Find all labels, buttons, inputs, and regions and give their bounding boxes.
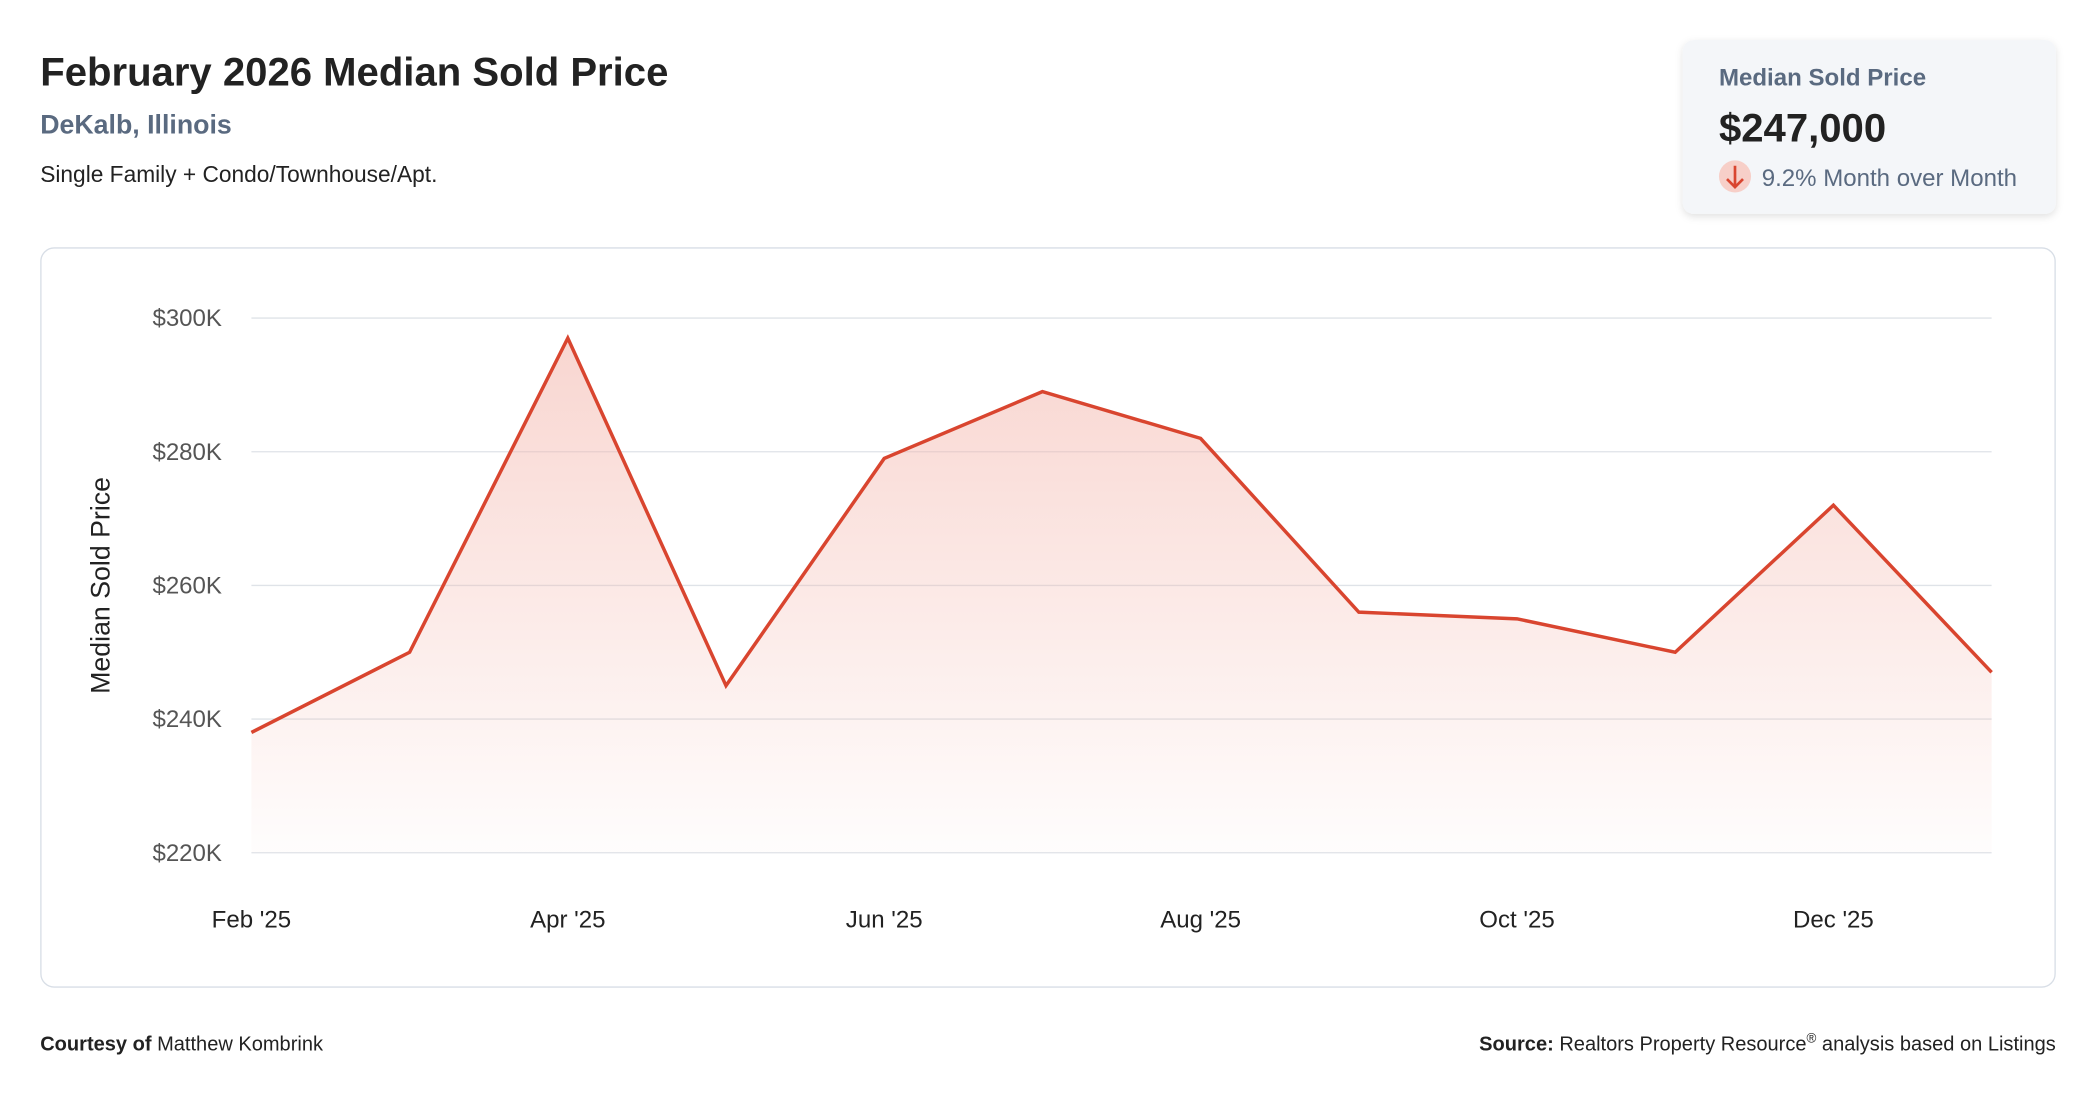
source-rest: analysis based on Listings (1822, 1034, 2056, 1056)
x-tick-label: Apr '25 (530, 907, 605, 934)
x-tick-label: Oct '25 (1479, 907, 1554, 934)
y-tick-label: $240K (152, 706, 222, 733)
courtesy: Courtesy of Matthew Kombrink (40, 1034, 324, 1056)
source-mark: ® (1807, 1031, 1817, 1046)
source-label: Source: (1479, 1034, 1554, 1056)
y-tick-label: $220K (152, 840, 222, 867)
property-types: Single Family + Condo/Townhouse/Apt. (40, 161, 437, 187)
card-change: 9.2% Month over Month (1762, 165, 2017, 192)
title: February 2026 Median Sold Price (40, 51, 668, 95)
card-value: $247,000 (1719, 107, 1886, 151)
x-tick-label: Aug '25 (1160, 907, 1241, 934)
source-name: Realtors Property Resource (1559, 1034, 1806, 1056)
courtesy-name: Matthew Kombrink (157, 1034, 324, 1056)
x-tick-label: Dec '25 (1793, 907, 1874, 934)
area (251, 338, 1992, 853)
down-arrow (1726, 165, 1744, 190)
source: Source: Realtors Property Resource® anal… (1479, 1026, 2056, 1056)
y-tick-label: $300K (152, 305, 222, 332)
x-tick-label: Feb '25 (212, 907, 291, 934)
location: DeKalb, Illinois (40, 110, 232, 140)
y-axis-label: Median Sold Price (86, 477, 116, 694)
card-label: Median Sold Price (1719, 65, 1926, 92)
summary-card (1682, 40, 2056, 214)
courtesy-label: Courtesy of (40, 1034, 152, 1056)
y-tick-label: $260K (152, 572, 222, 599)
line (250, 334, 1993, 734)
x-tick-label: Jun '25 (846, 907, 923, 934)
y-tick-label: $280K (152, 439, 222, 466)
